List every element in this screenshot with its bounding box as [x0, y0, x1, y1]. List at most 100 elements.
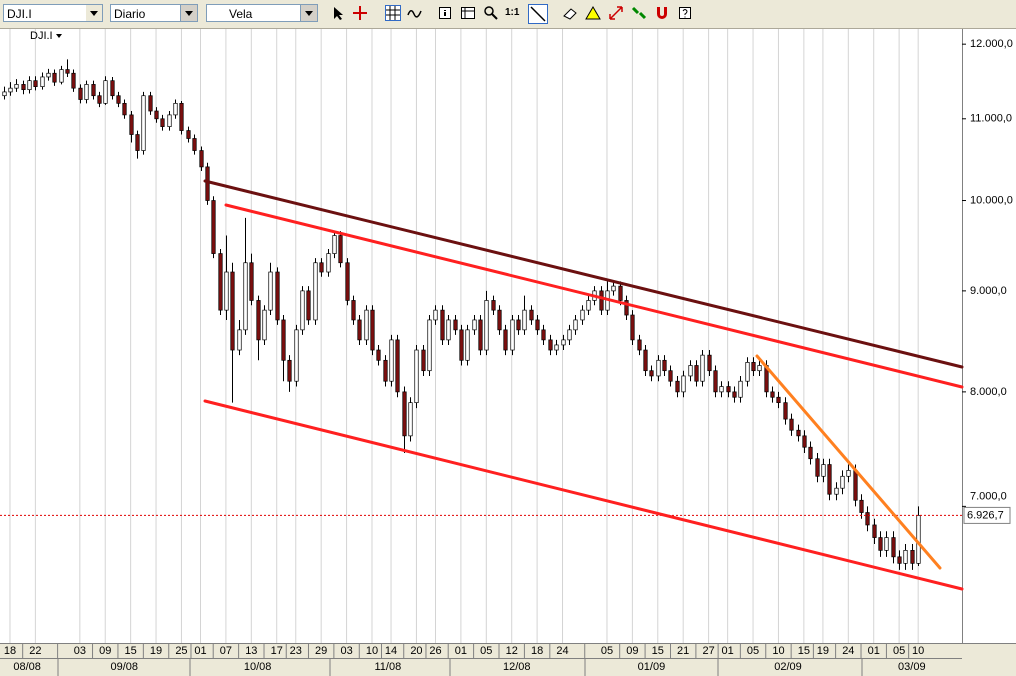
style-select[interactable]: Vela: [206, 4, 318, 22]
candle-body: [249, 262, 254, 301]
help-tool[interactable]: [677, 5, 693, 21]
candle-body: [237, 329, 242, 351]
fit-tool[interactable]: [608, 5, 624, 21]
zoom-reset[interactable]: 1:1: [505, 7, 520, 18]
x-tick-label: 10: [366, 645, 378, 657]
candle-body: [694, 365, 699, 382]
eraser-tool[interactable]: [562, 5, 578, 21]
candle-body: [497, 309, 502, 331]
grid-tool[interactable]: [385, 5, 401, 21]
candle-body: [726, 386, 731, 393]
candle-body: [414, 349, 419, 404]
link-tool[interactable]: [631, 5, 647, 21]
candle-body: [573, 319, 578, 331]
candle-body: [59, 69, 64, 83]
x-tick-label: 20: [410, 645, 422, 657]
candle-body: [122, 102, 127, 116]
candle-body: [78, 87, 83, 100]
zoom-tool[interactable]: [483, 5, 499, 21]
candle-body: [268, 271, 273, 311]
candle-body: [465, 329, 470, 361]
period-select[interactable]: Diario: [110, 4, 198, 22]
crosshair-tool[interactable]: [352, 5, 368, 21]
candle-body: [408, 402, 413, 437]
symbol-button[interactable]: [86, 5, 102, 21]
candle-body: [27, 80, 32, 91]
price-axis: [962, 29, 1016, 643]
dropdown[interactable]: [180, 5, 197, 21]
candle-body: [656, 359, 661, 377]
candle-body: [891, 537, 896, 558]
candle-body: [224, 271, 229, 311]
x-tick-label: 07: [220, 645, 232, 657]
candle-body: [275, 271, 280, 321]
candle-body: [40, 76, 45, 88]
candle-body: [459, 329, 464, 361]
x-tick-label: 17: [271, 645, 283, 657]
candle-body: [33, 80, 38, 88]
info-tool[interactable]: [437, 5, 453, 21]
x-tick-label: 29: [315, 645, 327, 657]
last-price-label: 6.926,7: [967, 509, 1004, 521]
candle-body: [776, 396, 781, 404]
month-label: 11/08: [375, 661, 402, 673]
x-tick-label: 19: [150, 645, 162, 657]
x-tick-label: 18: [4, 645, 16, 657]
candle-body: [599, 290, 604, 311]
candle-body: [580, 309, 585, 321]
month-label: 09/08: [111, 661, 139, 673]
x-tick-label: 25: [175, 645, 187, 657]
candle-body: [262, 309, 267, 341]
month-label: 12/08: [503, 661, 531, 673]
x-tick-label: 14: [385, 645, 397, 657]
candle-body: [8, 87, 13, 93]
x-tick-label: 10: [912, 645, 924, 657]
candle-body: [116, 95, 121, 104]
candle-body: [160, 118, 165, 127]
symbol-menu[interactable]: [56, 34, 62, 38]
candle-body: [853, 470, 858, 501]
x-tick-label: 15: [125, 645, 137, 657]
candle-body: [218, 253, 223, 311]
x-tick-label: 21: [677, 645, 689, 657]
magnet-tool[interactable]: [654, 5, 670, 21]
candle-body: [179, 102, 184, 131]
candle-body: [897, 556, 902, 564]
x-tick-label: 03: [340, 645, 352, 657]
x-tick-label: 05: [893, 645, 905, 657]
cursor-tool[interactable]: [330, 5, 346, 21]
alert-tool[interactable]: [585, 5, 601, 21]
candle-body: [840, 475, 845, 489]
candle-body: [707, 354, 712, 372]
candle-body: [681, 375, 686, 393]
x-tick-label: 19: [817, 645, 829, 657]
candle-body: [383, 359, 388, 382]
candle-body: [561, 339, 566, 346]
candle-body: [535, 319, 540, 331]
candle-body: [802, 435, 807, 448]
y-tick-label: 9.000,0: [970, 285, 1007, 297]
candle-body: [796, 429, 801, 437]
candle-body: [554, 344, 559, 351]
candle-body: [338, 235, 343, 264]
line-tool[interactable]: [528, 4, 548, 24]
candle-body: [503, 329, 508, 351]
data-tool[interactable]: [460, 5, 476, 21]
candle-body: [440, 309, 445, 341]
candle-body: [306, 290, 311, 321]
candle-body: [719, 386, 724, 393]
candle-body: [548, 339, 553, 351]
candle-body: [110, 80, 115, 97]
candle-body: [287, 359, 292, 382]
symbol-input[interactable]: DJI.I: [3, 4, 103, 22]
x-tick-label: 10: [772, 645, 784, 657]
indicator-tool[interactable]: [407, 5, 423, 21]
candle-body: [173, 102, 178, 116]
candle-body: [294, 329, 299, 382]
candle-body: [821, 464, 826, 477]
dropdown[interactable]: [300, 5, 317, 21]
trend-line: [203, 179, 964, 369]
candle-body: [713, 370, 718, 393]
x-tick-label: 01: [722, 645, 734, 657]
